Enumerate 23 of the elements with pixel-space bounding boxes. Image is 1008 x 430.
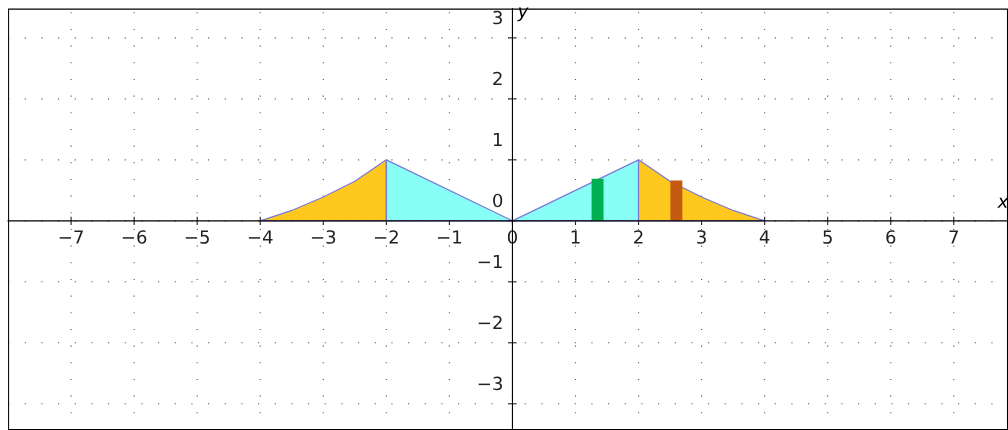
x-tick-label: −2: [374, 230, 398, 244]
y-tick-label: −2: [478, 315, 502, 330]
x-tick-label: −1: [438, 230, 462, 244]
y-tick-label: 1: [493, 132, 502, 147]
x-tick-label: −3: [311, 230, 336, 244]
x-tick-label: 6: [886, 230, 896, 244]
x-tick-label: −6: [122, 230, 147, 244]
y-tick-label: −3: [478, 376, 502, 391]
y-tick-label: 2: [493, 71, 502, 86]
x-tick-label: 3: [697, 230, 706, 244]
x-tick-label: 5: [823, 230, 832, 244]
y-tick-label: 3: [493, 10, 502, 25]
y-axis-title: y: [517, 7, 529, 22]
x-tick-label: −4: [248, 230, 273, 244]
x-tick-label: 7: [949, 230, 958, 244]
y-tick-label: 0: [493, 193, 503, 208]
x-tick-label: 1: [571, 230, 580, 244]
x-tick-label: −7: [59, 230, 83, 244]
y-tick-label: −1: [478, 254, 502, 269]
x-tick-label: 2: [634, 230, 643, 244]
x-tick-label: −5: [185, 230, 209, 244]
x-tick-label: 4: [759, 230, 770, 244]
x-axis-title: x: [997, 197, 1008, 208]
